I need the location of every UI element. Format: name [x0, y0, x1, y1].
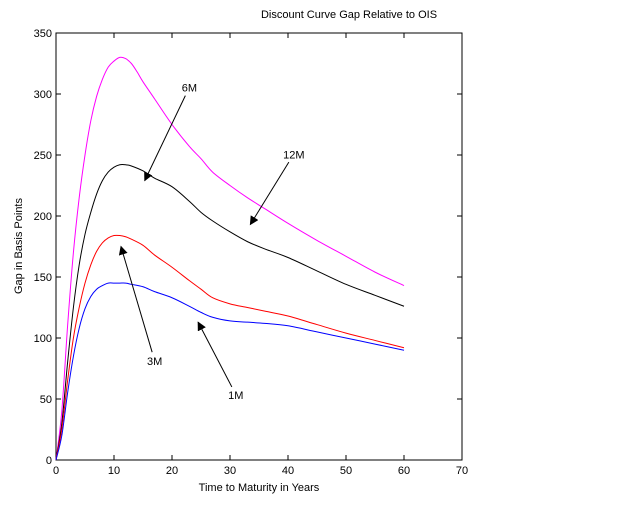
annotations: 6M 12M 3M 1M — [118, 83, 305, 402]
y-tick-label: 0 — [46, 455, 52, 467]
x-tick-label: 60 — [398, 465, 410, 477]
y-axis-label: Gap in Basis Points — [13, 198, 25, 294]
x-tick-label: 70 — [456, 465, 468, 477]
y-tick-label: 150 — [34, 272, 52, 284]
y-tick-label: 300 — [34, 89, 52, 101]
y-tick-label: 200 — [34, 211, 52, 223]
x-tick-label: 50 — [340, 465, 352, 477]
series-line-1m — [55, 282, 405, 461]
annotation-label-1m: 1M — [228, 390, 243, 402]
annotation-arrow-6m — [144, 95, 186, 182]
x-tick-label: 10 — [108, 465, 120, 477]
x-tick-label: 30 — [224, 465, 236, 477]
series-line-6m — [55, 164, 405, 461]
y-tick-label: 350 — [34, 28, 52, 40]
x-tick-label: 40 — [282, 465, 294, 477]
y-axis: 0 50 100 150 200 250 300 350 — [34, 28, 462, 467]
annotation-label-3m: 3M — [147, 356, 162, 368]
annotation-label-6m: 6M — [182, 83, 197, 95]
annotation-arrow-3m — [118, 245, 153, 353]
x-axis-label: Time to Maturity in Years — [199, 482, 320, 494]
y-tick-label: 50 — [40, 394, 52, 406]
series-line-3m — [55, 234, 405, 461]
series-lines — [55, 56, 405, 461]
annotation-label-12m: 12M — [283, 150, 304, 162]
x-tick-label: 0 — [53, 465, 59, 477]
annotation-arrow-12m — [249, 161, 290, 226]
y-tick-label: 100 — [34, 333, 52, 345]
x-tick-label: 20 — [166, 465, 178, 477]
y-tick-label: 250 — [34, 150, 52, 162]
x-axis: 0 10 20 30 40 50 60 70 — [53, 33, 468, 477]
series-line-12m — [55, 56, 405, 461]
chart-title: Discount Curve Gap Relative to OIS — [261, 9, 437, 21]
annotation-arrow-1m — [197, 321, 233, 388]
